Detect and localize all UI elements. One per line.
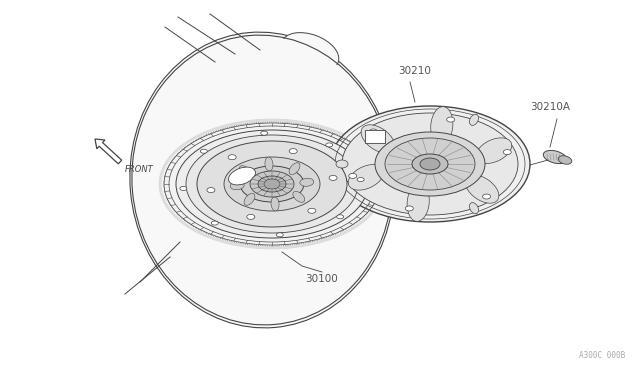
Ellipse shape xyxy=(230,182,244,190)
Ellipse shape xyxy=(276,233,284,237)
Ellipse shape xyxy=(224,157,320,211)
Ellipse shape xyxy=(337,215,344,219)
Ellipse shape xyxy=(469,114,479,125)
Ellipse shape xyxy=(228,155,236,160)
Ellipse shape xyxy=(465,175,499,203)
Ellipse shape xyxy=(130,32,394,328)
Ellipse shape xyxy=(369,129,378,134)
Ellipse shape xyxy=(431,107,453,145)
Ellipse shape xyxy=(250,171,294,197)
Ellipse shape xyxy=(357,177,364,182)
Ellipse shape xyxy=(336,160,348,168)
Ellipse shape xyxy=(405,206,413,211)
Ellipse shape xyxy=(160,120,384,248)
Ellipse shape xyxy=(329,176,337,180)
Text: A300C 000B: A300C 000B xyxy=(579,351,625,360)
Ellipse shape xyxy=(349,173,356,179)
Text: 30210A: 30210A xyxy=(530,102,570,112)
Ellipse shape xyxy=(293,192,305,202)
Ellipse shape xyxy=(420,158,440,170)
Ellipse shape xyxy=(134,36,390,324)
Ellipse shape xyxy=(239,166,251,177)
Ellipse shape xyxy=(265,157,273,171)
Ellipse shape xyxy=(412,154,448,174)
Text: FRONT: FRONT xyxy=(125,165,154,174)
Ellipse shape xyxy=(247,214,255,219)
Text: 30100: 30100 xyxy=(306,274,339,284)
Ellipse shape xyxy=(361,125,395,153)
Ellipse shape xyxy=(244,193,255,205)
FancyBboxPatch shape xyxy=(365,130,385,143)
Ellipse shape xyxy=(271,197,279,211)
Ellipse shape xyxy=(342,113,518,215)
Ellipse shape xyxy=(289,148,297,154)
Ellipse shape xyxy=(447,117,454,122)
Ellipse shape xyxy=(375,132,485,196)
Ellipse shape xyxy=(186,135,358,233)
Ellipse shape xyxy=(180,186,187,190)
Ellipse shape xyxy=(558,156,572,164)
Ellipse shape xyxy=(176,130,368,238)
Ellipse shape xyxy=(469,203,479,214)
Ellipse shape xyxy=(308,208,316,213)
Polygon shape xyxy=(95,139,122,164)
Ellipse shape xyxy=(476,138,512,163)
Ellipse shape xyxy=(326,143,333,147)
Ellipse shape xyxy=(407,183,429,221)
Ellipse shape xyxy=(240,166,304,202)
Ellipse shape xyxy=(258,176,286,192)
Ellipse shape xyxy=(300,178,314,186)
Text: 30210: 30210 xyxy=(399,66,431,76)
Ellipse shape xyxy=(260,131,268,135)
Ellipse shape xyxy=(281,33,339,71)
Ellipse shape xyxy=(385,138,475,190)
Ellipse shape xyxy=(330,106,530,222)
Ellipse shape xyxy=(211,221,218,225)
Ellipse shape xyxy=(228,167,255,185)
Ellipse shape xyxy=(264,179,280,189)
Ellipse shape xyxy=(197,141,347,227)
Ellipse shape xyxy=(503,150,511,155)
Ellipse shape xyxy=(200,149,207,153)
Ellipse shape xyxy=(317,110,363,164)
Ellipse shape xyxy=(207,187,215,193)
Ellipse shape xyxy=(543,150,566,164)
Ellipse shape xyxy=(289,163,300,174)
Ellipse shape xyxy=(348,164,384,190)
Ellipse shape xyxy=(483,194,491,199)
